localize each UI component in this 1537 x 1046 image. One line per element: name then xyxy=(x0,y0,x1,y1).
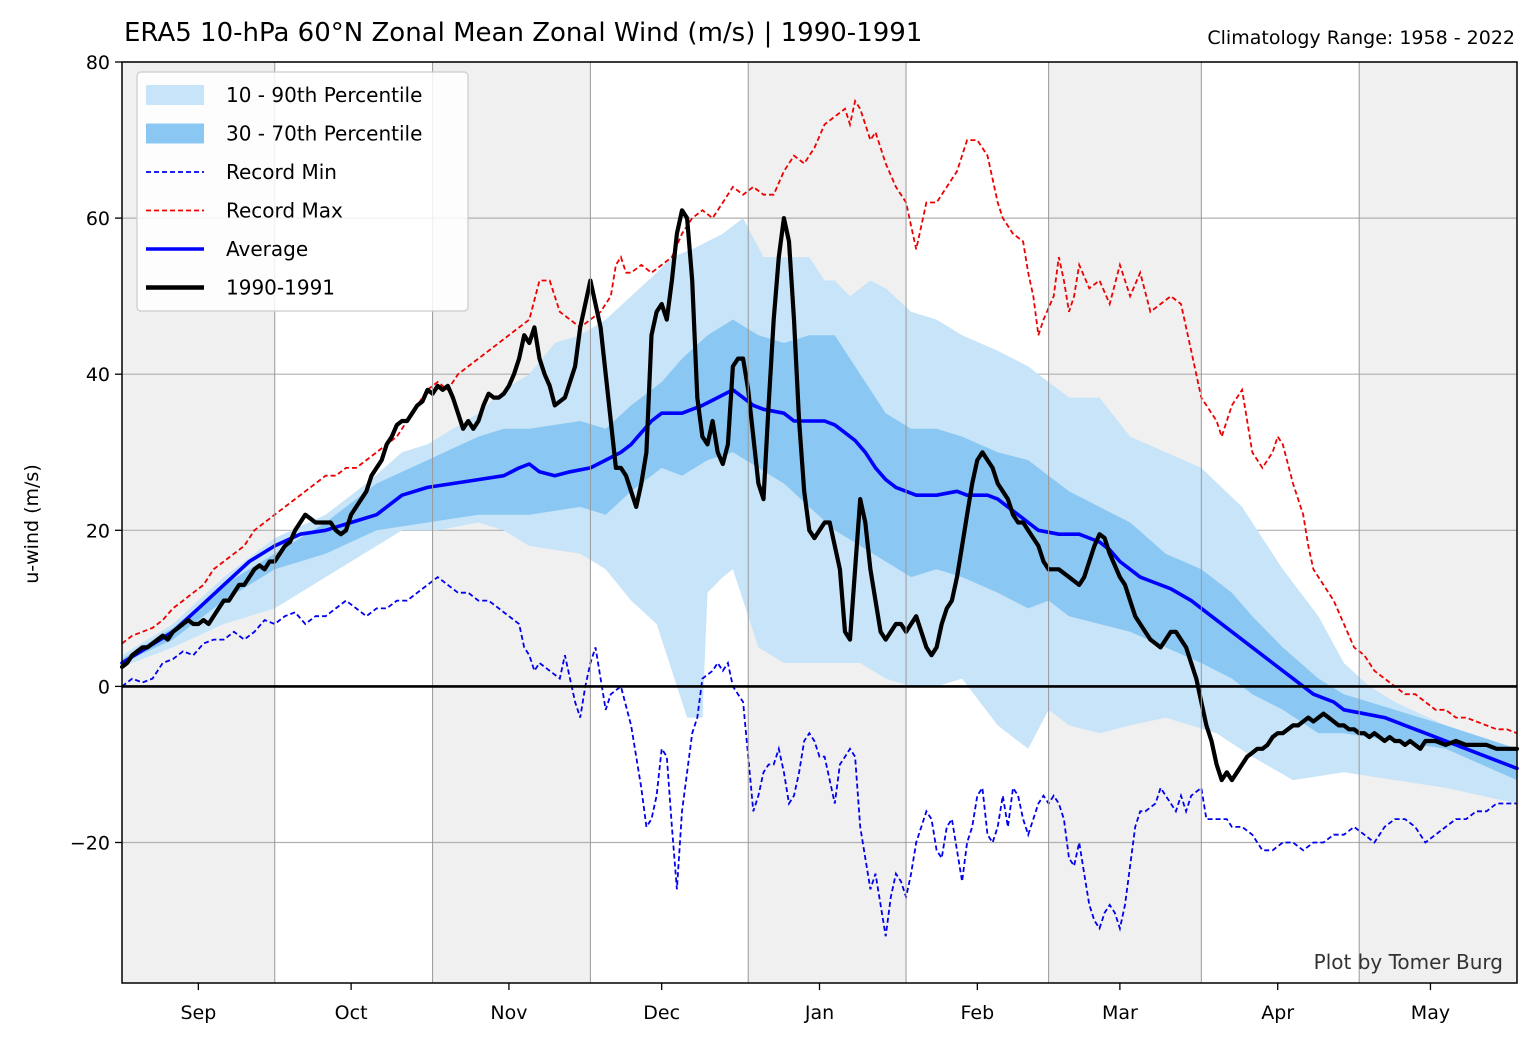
legend-swatch xyxy=(146,123,204,144)
x-tick-label: Apr xyxy=(1261,1002,1294,1024)
series-line xyxy=(120,387,1519,771)
y-tick-label: 20 xyxy=(86,520,110,542)
x-tick-label: May xyxy=(1411,1002,1450,1024)
chart-title: ERA5 10-hPa 60°N Zonal Mean Zonal Wind (… xyxy=(124,18,922,48)
legend-label: Record Max xyxy=(226,199,343,223)
x-tick-label: Feb xyxy=(961,1002,995,1024)
series-dashed-line xyxy=(121,98,1518,735)
x-tick-label: Mar xyxy=(1102,1002,1138,1024)
legend: 10 - 90th Percentile 30 - 70th Percentile… xyxy=(136,71,469,312)
chart-subtitle: Climatology Range: 1958 - 2022 xyxy=(1207,27,1515,49)
y-tick-label: −20 xyxy=(70,833,110,855)
series-line xyxy=(119,208,1520,783)
month-shade-band xyxy=(1359,62,1517,983)
y-tick-label: 40 xyxy=(86,364,110,386)
legend-label: 10 - 90th Percentile xyxy=(226,83,422,107)
series-layer xyxy=(119,98,1520,937)
y-tick-label: 80 xyxy=(86,52,110,74)
x-tick-label: Jan xyxy=(804,1002,834,1024)
axis-layer: −20 0 20 40 60 80 Sep Oct Nov Dec Jan Feb Mar Apr May xyxy=(70,52,1518,1024)
y-tick-label: 60 xyxy=(86,208,110,230)
y-tick-label: 0 xyxy=(98,676,110,698)
legend-label: 1990-1991 xyxy=(226,276,335,300)
x-tick-label: Sep xyxy=(180,1002,216,1024)
series-dashed-line xyxy=(121,575,1517,937)
x-tick-label: Nov xyxy=(490,1002,527,1024)
y-axis-label: u-wind (m/s) xyxy=(21,464,43,584)
credit-text: Plot by Tomer Burg xyxy=(1314,950,1503,974)
legend-label: Record Min xyxy=(226,160,337,184)
x-tick-label: Oct xyxy=(335,1002,368,1024)
x-tick-label: Dec xyxy=(643,1002,680,1024)
legend-swatch xyxy=(146,85,204,105)
legend-label: 30 - 70th Percentile xyxy=(226,122,422,146)
legend-label: Average xyxy=(226,237,308,261)
legend-box xyxy=(136,71,469,312)
